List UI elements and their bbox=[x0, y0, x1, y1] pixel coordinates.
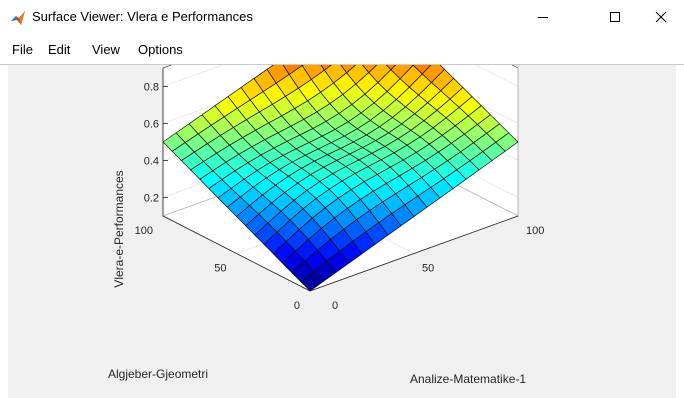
minimize-icon bbox=[538, 17, 548, 18]
menu-edit[interactable]: Edit bbox=[48, 42, 71, 57]
y-tick-label: 0 bbox=[332, 300, 338, 312]
z-tick-label: 0.8 bbox=[144, 82, 159, 94]
menu-view[interactable]: View bbox=[92, 42, 120, 57]
surface-patch bbox=[320, 65, 332, 71]
y-axis-label: Analize-Matematike-1 bbox=[410, 372, 526, 386]
z-tick-label: 0.4 bbox=[144, 156, 159, 168]
x-tick-label: 0 bbox=[294, 300, 300, 312]
maximize-icon bbox=[610, 12, 620, 22]
close-button[interactable] bbox=[638, 0, 684, 34]
y-axis-line bbox=[309, 215, 519, 292]
x-tick-label: 100 bbox=[135, 225, 153, 237]
matlab-icon bbox=[11, 11, 25, 25]
x-axis-line bbox=[162, 215, 311, 292]
z-tick-label: 0.2 bbox=[144, 193, 159, 205]
menu-options[interactable]: Options bbox=[138, 42, 183, 57]
figure-area: 0.2 0.4 0.6 0.8 0 50 100 0 50 100 Algjeber-Gjeomet… bbox=[8, 65, 676, 398]
z-tick-label: 0.6 bbox=[144, 119, 159, 131]
surface-patch bbox=[385, 65, 396, 71]
title-bar: Surface Viewer: Vlera e Performances bbox=[0, 0, 684, 36]
menu-bar: File Edit View Options bbox=[0, 36, 684, 65]
z-axis-label: Vlera-e-Performances bbox=[112, 170, 126, 287]
x-axis-label: Algjeber-Gjeometri bbox=[108, 367, 208, 381]
surface-plot[interactable]: 0.2 0.4 0.6 0.8 0 50 100 0 50 100 Algjeber-Gjeomet… bbox=[8, 65, 676, 398]
close-icon bbox=[655, 11, 667, 23]
y-tick-label: 100 bbox=[526, 225, 544, 237]
maximize-button[interactable] bbox=[592, 0, 638, 34]
y-tick-label: 50 bbox=[422, 263, 434, 275]
window-title: Surface Viewer: Vlera e Performances bbox=[32, 9, 253, 24]
minimize-button[interactable] bbox=[520, 0, 566, 34]
x-tick-label: 50 bbox=[214, 263, 226, 275]
menu-file[interactable]: File bbox=[12, 42, 33, 57]
surface-patch bbox=[300, 270, 324, 292]
